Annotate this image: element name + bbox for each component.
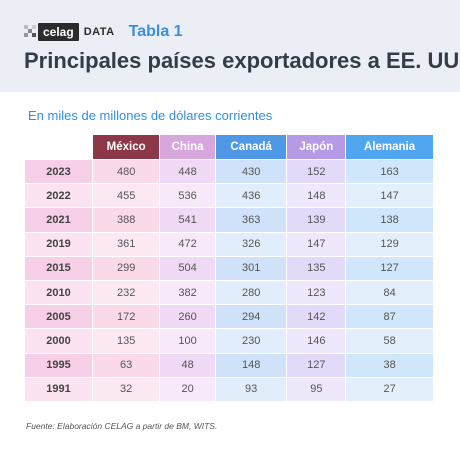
celag-logo: celag DATA bbox=[24, 22, 115, 42]
logo-pixel-icon bbox=[24, 25, 36, 39]
cell-china: 382 bbox=[159, 279, 216, 306]
table-row: 2015 299 504 301 135 127 bbox=[24, 255, 434, 281]
cell-japan: 152 bbox=[286, 158, 347, 185]
cell-germany: 147 bbox=[345, 183, 434, 209]
column-header-japan: Japón bbox=[286, 134, 347, 160]
table-row: 2022 455 536 436 148 147 bbox=[24, 183, 434, 209]
cell-japan: 123 bbox=[286, 279, 347, 306]
table-row: 2019 361 472 326 147 129 bbox=[24, 231, 434, 257]
cell-germany: 138 bbox=[345, 207, 434, 233]
cell-china: 504 bbox=[159, 255, 216, 281]
cell-mexico: 480 bbox=[91, 158, 161, 185]
cell-mexico: 63 bbox=[91, 352, 161, 378]
brand-row: celag DATA Tabla 1 bbox=[24, 22, 183, 42]
cell-china: 48 bbox=[159, 352, 216, 378]
cell-germany: 38 bbox=[345, 352, 434, 378]
cell-mexico: 299 bbox=[91, 255, 161, 281]
cell-canada: 363 bbox=[214, 207, 288, 233]
table-number-label: Tabla 1 bbox=[128, 23, 183, 40]
cell-canada: 280 bbox=[214, 279, 288, 306]
cell-germany: 27 bbox=[345, 376, 434, 402]
column-header-china: China bbox=[159, 134, 216, 160]
logo-suffix: DATA bbox=[83, 26, 115, 38]
row-year-label: 1991 bbox=[24, 376, 93, 402]
cell-mexico: 232 bbox=[91, 279, 161, 306]
cell-germany: 129 bbox=[345, 231, 434, 257]
header-corner bbox=[24, 134, 93, 160]
cell-china: 100 bbox=[159, 328, 216, 354]
row-year-label: 2022 bbox=[24, 183, 93, 209]
cell-germany: 163 bbox=[345, 158, 434, 185]
column-header-germany: Alemania bbox=[345, 134, 434, 160]
row-year-label: 2005 bbox=[24, 304, 93, 330]
cell-canada: 301 bbox=[214, 255, 288, 281]
cell-mexico: 388 bbox=[91, 207, 161, 233]
cell-canada: 93 bbox=[214, 376, 288, 402]
table-row: 1991 32 20 93 95 27 bbox=[24, 376, 434, 402]
row-year-label: 2000 bbox=[24, 328, 93, 354]
table-row: 2010 232 382 280 123 84 bbox=[24, 279, 434, 306]
cell-germany: 84 bbox=[345, 279, 434, 306]
row-year-label: 2015 bbox=[24, 255, 93, 281]
cell-japan: 135 bbox=[286, 255, 347, 281]
table-row: 2021 388 541 363 139 138 bbox=[24, 207, 434, 233]
logo-wordmark: celag bbox=[38, 23, 79, 41]
cell-japan: 148 bbox=[286, 183, 347, 209]
cell-canada: 326 bbox=[214, 231, 288, 257]
cell-canada: 148 bbox=[214, 352, 288, 378]
page-title: Principales países exportadores a EE. UU… bbox=[24, 48, 460, 73]
cell-germany: 87 bbox=[345, 304, 434, 330]
exporters-table: México China Canadá Japón Alemania 2023 4… bbox=[24, 134, 434, 402]
row-year-label: 1995 bbox=[24, 352, 93, 378]
cell-germany: 127 bbox=[345, 255, 434, 281]
cell-japan: 139 bbox=[286, 207, 347, 233]
cell-china: 20 bbox=[159, 376, 216, 402]
cell-china: 260 bbox=[159, 304, 216, 330]
cell-germany: 58 bbox=[345, 328, 434, 354]
column-header-canada: Canadá bbox=[214, 134, 288, 160]
table-row: 2000 135 100 230 146 58 bbox=[24, 328, 434, 354]
cell-japan: 127 bbox=[286, 352, 347, 378]
cell-china: 536 bbox=[159, 183, 216, 209]
row-year-label: 2019 bbox=[24, 231, 93, 257]
cell-china: 448 bbox=[159, 158, 216, 185]
cell-canada: 436 bbox=[214, 183, 288, 209]
row-year-label: 2010 bbox=[24, 279, 93, 306]
table-body: 2023 480 448 430 152 163 2022 455 536 436 148 147 20… bbox=[24, 158, 434, 402]
column-header-mexico: México bbox=[91, 134, 161, 160]
table-subtitle: En miles de millones de dólares corrient… bbox=[28, 108, 273, 123]
row-year-label: 2021 bbox=[24, 207, 93, 233]
cell-mexico: 361 bbox=[91, 231, 161, 257]
cell-japan: 95 bbox=[286, 376, 347, 402]
source-note: Fuente: Elaboración CELAG a partir de BM… bbox=[26, 421, 218, 431]
cell-japan: 142 bbox=[286, 304, 347, 330]
row-year-label: 2023 bbox=[24, 158, 93, 185]
cell-mexico: 455 bbox=[91, 183, 161, 209]
cell-mexico: 32 bbox=[91, 376, 161, 402]
table-row: 1995 63 48 148 127 38 bbox=[24, 352, 434, 378]
cell-mexico: 135 bbox=[91, 328, 161, 354]
table-header-row: México China Canadá Japón Alemania bbox=[24, 134, 434, 160]
table-row: 2005 172 260 294 142 87 bbox=[24, 304, 434, 330]
cell-china: 472 bbox=[159, 231, 216, 257]
cell-japan: 147 bbox=[286, 231, 347, 257]
cell-japan: 146 bbox=[286, 328, 347, 354]
cell-china: 541 bbox=[159, 207, 216, 233]
table-row: 2023 480 448 430 152 163 bbox=[24, 158, 434, 185]
header-band: celag DATA Tabla 1 Principales países ex… bbox=[0, 0, 460, 92]
cell-canada: 294 bbox=[214, 304, 288, 330]
cell-canada: 230 bbox=[214, 328, 288, 354]
cell-canada: 430 bbox=[214, 158, 288, 185]
cell-mexico: 172 bbox=[91, 304, 161, 330]
